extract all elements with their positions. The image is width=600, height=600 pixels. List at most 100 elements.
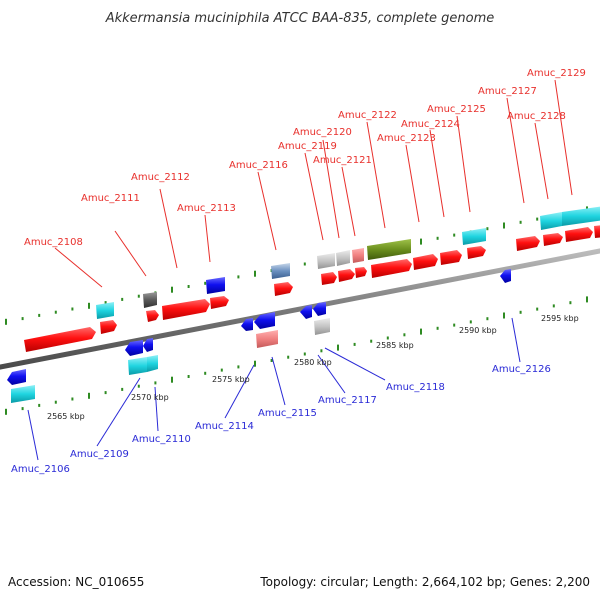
gene-label-amuc-2111[interactable]: Amuc_2111 [81,193,140,204]
gene-label-amuc-2123[interactable]: Amuc_2123 [377,133,436,144]
gene-label-amuc-2115[interactable]: Amuc_2115 [258,408,317,419]
feature-rna[interactable] [562,206,600,226]
forward-gene-labels: Amuc_2108 Amuc_2111 Amuc_2112 Amuc_2113 … [24,68,586,248]
gene-label-amuc-2121[interactable]: Amuc_2121 [313,155,372,166]
kbp-label: 2565 kbp [47,412,85,421]
feature-rna[interactable] [540,212,562,230]
gene-label-amuc-2125[interactable]: Amuc_2125 [427,104,486,115]
feature-cds[interactable] [500,269,511,283]
label-connectors [27,79,573,461]
feature-other[interactable] [143,292,157,308]
connector-amuc-2106 [27,409,39,461]
gene-label-amuc-2110[interactable]: Amuc_2110 [132,434,191,445]
gene-label-amuc-2122[interactable]: Amuc_2122 [338,110,397,121]
feature-other[interactable] [271,263,290,279]
gene-label-amuc-2124[interactable]: Amuc_2124 [401,119,460,130]
feature-cds[interactable] [300,305,312,319]
feature-cds[interactable] [125,340,143,356]
feature-cds[interactable] [143,338,153,352]
feature-hypothetical[interactable] [314,318,330,335]
position-labels: 2565 kbp 2570 kbp 2575 kbp 2580 kbp 2585… [47,314,579,421]
feature-rna[interactable] [147,355,158,372]
connector-amuc-2114 [224,364,255,419]
connector-amuc-2125 [456,115,471,213]
feature-rna[interactable] [128,357,147,375]
connector-amuc-2127 [506,97,525,204]
genome-backbone [0,248,600,370]
connector-amuc-2129 [554,79,573,196]
kbp-label: 2580 kbp [294,358,332,367]
feature-cds[interactable] [206,277,225,294]
feature-hypothetical[interactable] [317,253,335,269]
gene-label-amuc-2114[interactable]: Amuc_2114 [195,421,254,432]
kbp-label: 2590 kbp [459,326,497,335]
gene-label-amuc-2128[interactable]: Amuc_2128 [507,111,566,122]
connector-amuc-2120 [322,139,340,239]
gene-label-amuc-2113[interactable]: Amuc_2113 [177,203,236,214]
feature-cds[interactable] [338,269,355,282]
feature-hypothetical[interactable] [336,250,350,266]
feature-cds[interactable] [210,296,229,309]
gene-label-amuc-2126[interactable]: Amuc_2126 [492,364,551,375]
reverse-gene-labels: Amuc_2106 Amuc_2109 Amuc_2110 Amuc_2114 … [11,364,551,475]
connector-amuc-2122 [366,121,386,229]
kbp-label: 2585 kbp [376,341,414,350]
map-title: Akkermansia muciniphila ATCC BAA-835, co… [105,11,495,26]
gene-label-amuc-2108[interactable]: Amuc_2108 [24,237,83,248]
feature-special[interactable] [367,239,411,260]
gene-label-amuc-2106[interactable]: Amuc_2106 [11,464,70,475]
feature-rna[interactable] [462,228,486,245]
gene-label-amuc-2120[interactable]: Amuc_2120 [293,127,352,138]
feature-cds[interactable] [162,299,210,320]
connector-amuc-2112 [159,188,178,269]
feature-cds[interactable] [241,318,253,331]
feature-cds[interactable] [516,236,540,251]
connector-amuc-2111 [114,230,147,277]
gene-label-amuc-2109[interactable]: Amuc_2109 [70,449,129,460]
feature-cds[interactable] [413,254,438,270]
feature-cds[interactable] [274,282,293,296]
feature-cds[interactable] [313,302,326,316]
feature-pseudo[interactable] [256,330,278,348]
feature-cds[interactable] [565,227,593,242]
kbp-label: 2570 kbp [131,393,169,402]
connector-amuc-2108 [54,247,103,288]
gene-label-amuc-2119[interactable]: Amuc_2119 [278,141,337,152]
feature-cds[interactable] [543,233,563,246]
feature-cds[interactable] [467,246,486,259]
gene-label-amuc-2127[interactable]: Amuc_2127 [478,86,537,97]
gene-label-amuc-2117[interactable]: Amuc_2117 [318,395,377,406]
feature-cds[interactable] [7,369,26,385]
feature-cds[interactable] [254,312,275,329]
connector-amuc-2119 [304,152,324,241]
feature-cds[interactable] [440,250,462,265]
feature-cds[interactable] [146,310,159,322]
connector-amuc-2126 [511,317,521,363]
connector-amuc-2121 [341,166,356,237]
accession-text: Accession: NC_010655 [8,575,144,589]
connector-amuc-2124 [429,129,445,218]
connector-amuc-2115 [271,356,286,406]
gene-label-amuc-2129[interactable]: Amuc_2129 [527,68,586,79]
feature-cds[interactable] [355,267,367,278]
connector-amuc-2116 [257,171,277,251]
kbp-label: 2595 kbp [541,314,579,323]
feature-cds[interactable] [321,272,337,285]
forward-strand-features [24,206,600,352]
gene-label-amuc-2118[interactable]: Amuc_2118 [386,382,445,393]
connector-amuc-2123 [405,144,420,223]
gene-label-amuc-2112[interactable]: Amuc_2112 [131,172,190,183]
feature-rna[interactable] [11,385,35,403]
connector-amuc-2118 [324,347,386,381]
feature-cds[interactable] [24,327,96,352]
connector-amuc-2109 [96,377,141,447]
topology-summary-text: Topology: circular; Length: 2,664,102 bp… [259,575,590,589]
connector-amuc-2117 [317,354,346,394]
feature-pseudo[interactable] [352,248,364,263]
feature-cds[interactable] [371,259,412,278]
feature-cds[interactable] [100,320,117,334]
feature-rna[interactable] [96,302,114,319]
gene-label-amuc-2116[interactable]: Amuc_2116 [229,160,288,171]
feature-cds[interactable] [594,225,600,238]
